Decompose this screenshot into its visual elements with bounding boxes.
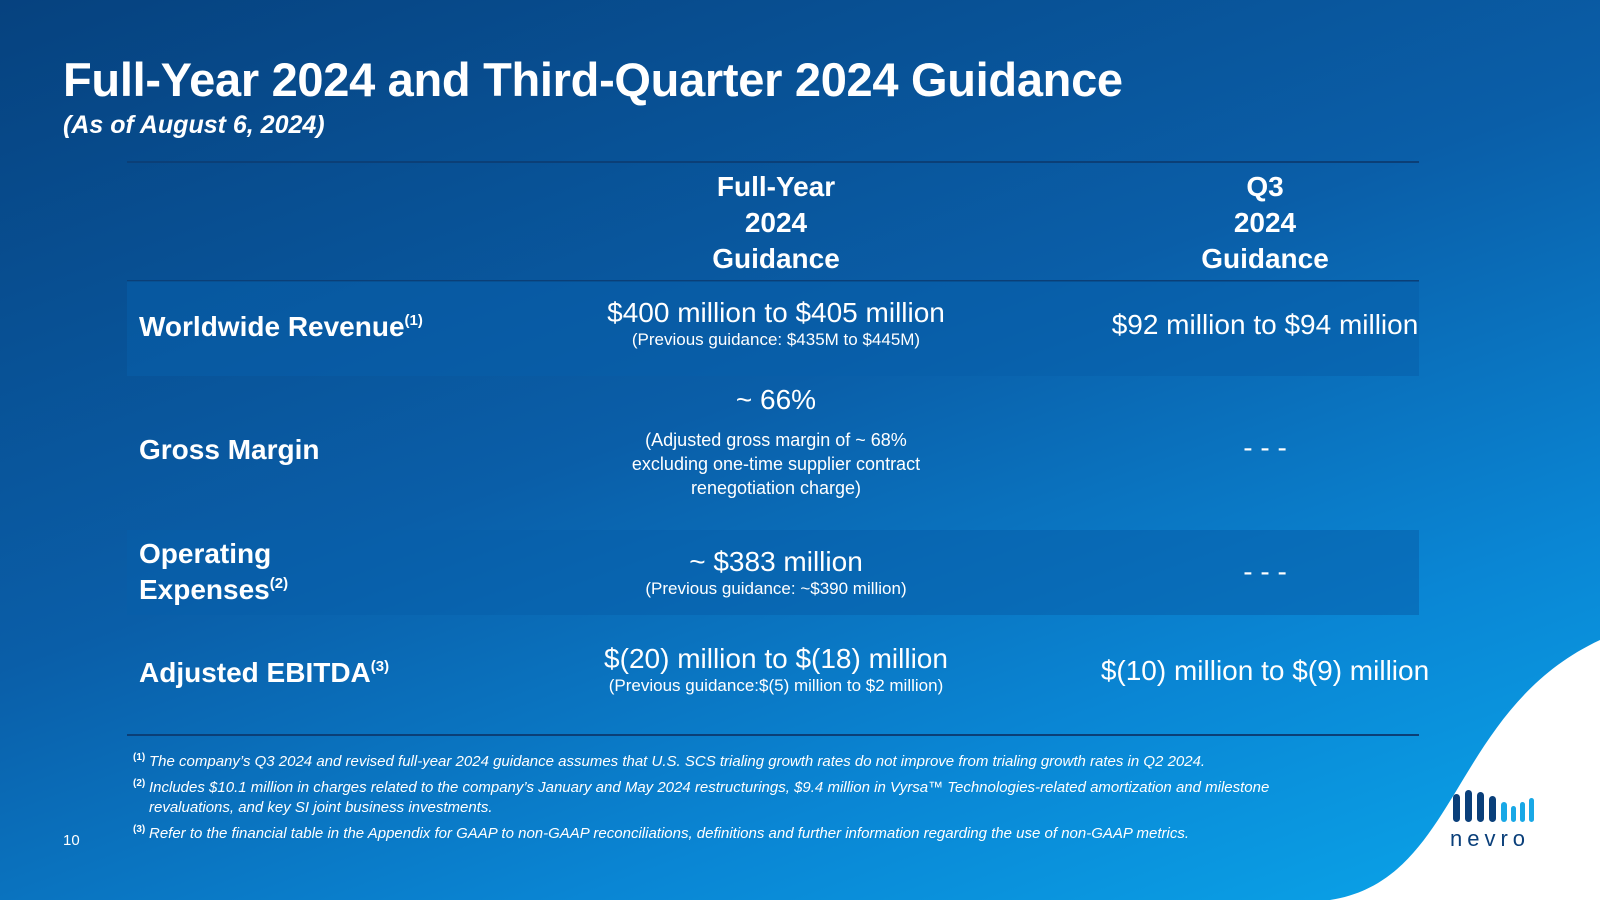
q3-value: - - -	[1243, 556, 1287, 587]
page-number: 10	[63, 832, 80, 849]
footnote-1: (1) The company’s Q3 2024 and revised ful…	[133, 752, 1206, 770]
table-row-operating-expenses: Operating Expenses(2) ~ $383 million (Pr…	[127, 530, 1419, 615]
row-label: Worldwide Revenue(1)	[139, 311, 423, 342]
column-header-full-year: Full-Year 2024 Guidance	[712, 171, 840, 274]
nevro-bars-icon	[1453, 788, 1553, 822]
page-subtitle: (As of August 6, 2024)	[63, 111, 325, 139]
page-title: Full-Year 2024 and Third-Quarter 2024 Gu…	[63, 53, 1123, 106]
q3-value: $92 million to $94 million	[1111, 309, 1419, 340]
row-label: Gross Margin	[139, 434, 320, 465]
q3-value: - - -	[1243, 432, 1287, 463]
column-header-q3: Q3 2024 Guidance	[1201, 171, 1329, 274]
q3-value: $(10) million to $(9) million	[1100, 655, 1430, 686]
full-year-value: ~ 66% (Adjusted gross margin of ~ 68% ex…	[631, 384, 921, 498]
decorative-wave	[1330, 640, 1600, 900]
table-bottom-rule	[127, 734, 1419, 736]
table-top-rule	[127, 161, 1419, 163]
full-year-value: ~ $383 million (Previous guidance: ~$390…	[645, 546, 907, 598]
footnote-2: (2) Includes $10.1 million in charges rel…	[133, 778, 1270, 816]
full-year-value: $400 million to $405 million (Previous g…	[607, 297, 945, 349]
table-row-worldwide-revenue: Worldwide Revenue(1) $400 million to $40…	[127, 281, 1419, 376]
nevro-logo: nevro	[1450, 784, 1555, 854]
footnote-3: (3) Refer to the financial table in the …	[133, 824, 1190, 842]
table-row-gross-margin: Gross Margin ~ 66% (Adjusted gross margi…	[127, 376, 1419, 526]
row-label: Adjusted EBITDA(3)	[139, 657, 390, 688]
nevro-wordmark: nevro	[1450, 826, 1531, 851]
table-row-adjusted-ebitda: Adjusted EBITDA(3) $(20) million to $(18…	[127, 615, 1429, 730]
full-year-value: $(20) million to $(18) million (Previous…	[604, 643, 948, 695]
row-label: Operating Expenses(2)	[139, 538, 289, 605]
footnotes: (1) The company’s Q3 2024 and revised ful…	[133, 752, 1353, 850]
